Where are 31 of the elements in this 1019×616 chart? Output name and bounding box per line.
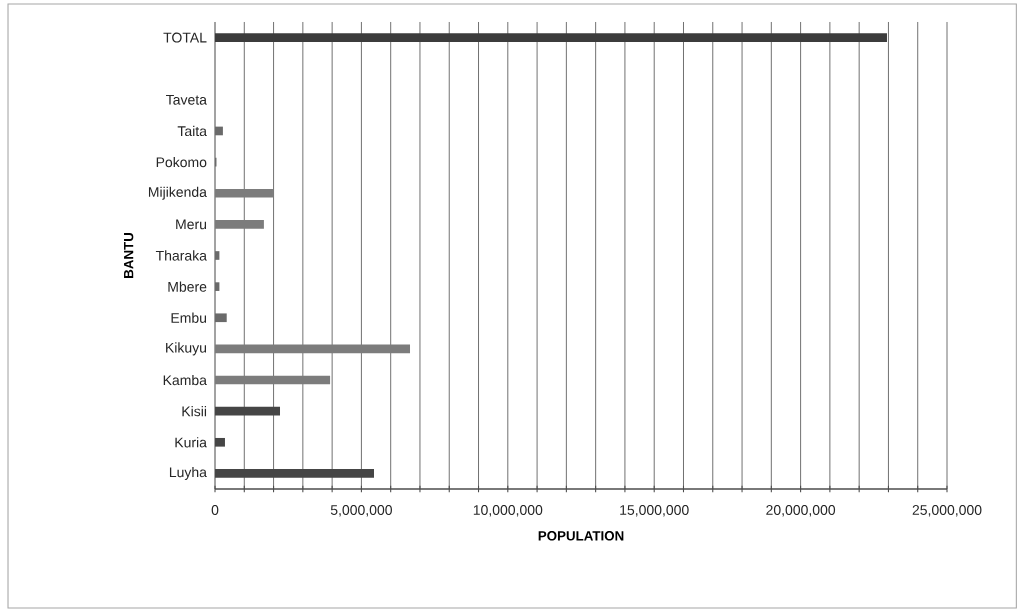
bar [215, 313, 227, 323]
bar [215, 282, 220, 291]
y-tick-label: Embu [171, 312, 207, 323]
x-tick-label: 15,000,000 [620, 505, 689, 517]
bar [215, 188, 273, 198]
x-tick-label: 5,000,000 [330, 505, 392, 517]
x-tick-label: 10,000,000 [473, 505, 543, 517]
x-tick-label: 20,000,000 [766, 505, 836, 517]
x-tick-label: 25,000,000 [912, 505, 982, 517]
y-tick-label: Mijikenda [148, 186, 207, 200]
y-tick-label: Kisii [182, 406, 207, 417]
y-tick-label: Kikuyu [166, 342, 207, 356]
y-tick-label: Taveta [166, 94, 207, 105]
x-axis-title: POPULATION [538, 531, 624, 541]
bar [215, 375, 331, 385]
y-tick-label: Tharaka [155, 250, 207, 261]
bar [215, 344, 411, 354]
y-tick-label: TOTAL [163, 32, 207, 43]
y-tick-label: Pokomo [156, 156, 207, 168]
y-tick-label: Mbere [168, 281, 207, 292]
y-tick-label: Meru [176, 219, 207, 230]
bar [215, 33, 887, 42]
y-tick-label: Luyha [169, 466, 207, 480]
y-tick-label: Taita [177, 125, 207, 137]
y-tick-label: Kuria [175, 437, 207, 448]
bar [215, 126, 223, 136]
x-tick-label: 0 [211, 505, 219, 515]
bar [215, 220, 264, 229]
y-axis-title: BANTU [124, 232, 134, 278]
bar [215, 251, 220, 260]
y-tick-label: Kamba [163, 374, 207, 386]
